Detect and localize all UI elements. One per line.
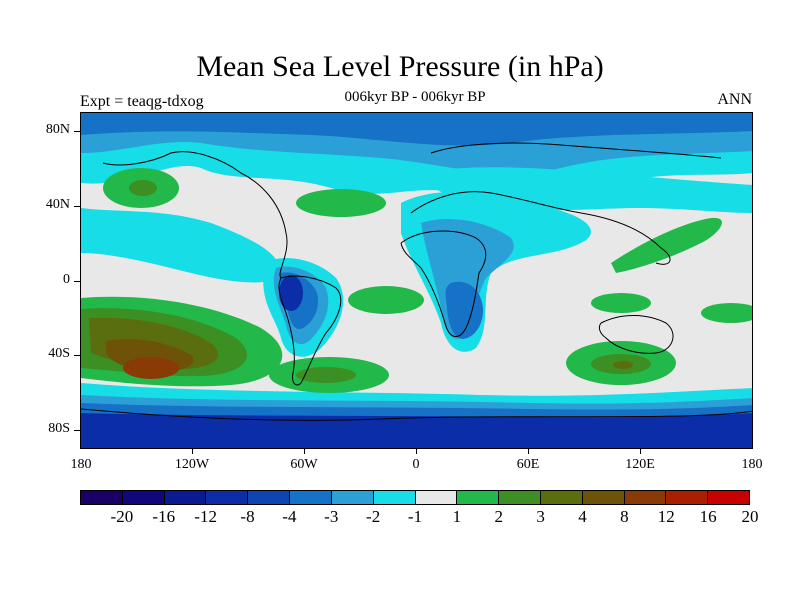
lon-label-0: 0	[412, 457, 420, 472]
south-america-core	[279, 275, 303, 311]
colorbar	[80, 490, 750, 505]
lon-label-120w: 120W	[174, 457, 210, 472]
south-indian-max	[613, 361, 633, 369]
lat-tick	[74, 355, 80, 356]
colorbar-swatch	[122, 491, 165, 504]
antarctic-core	[81, 413, 752, 448]
lat-tick	[74, 131, 80, 132]
north-atlantic-high	[296, 189, 386, 217]
colorbar-swatch	[331, 491, 374, 504]
eurasia-low	[421, 167, 752, 213]
experiment-label: Expt = teaqg-tdxog	[80, 93, 204, 110]
arctic-core	[81, 113, 752, 146]
colorbar-label: -2	[366, 507, 381, 526]
lon-label-180w: 180	[70, 457, 92, 472]
coastlines	[81, 142, 752, 421]
colorbar-swatch	[666, 491, 709, 504]
colorbar-swatch	[457, 491, 500, 504]
lon-tick	[416, 449, 417, 454]
colorbar-swatch	[624, 491, 667, 504]
south-atlantic-core	[296, 367, 356, 383]
colorbar-label: 1	[452, 507, 462, 526]
colorbar-label: -8	[240, 507, 255, 526]
australia-east-high	[701, 303, 752, 323]
colorbar-label: 20	[741, 507, 759, 526]
colorbar-label: 12	[657, 507, 675, 526]
lat-label-80s: 80S	[48, 421, 70, 436]
colorbar-swatch	[373, 491, 416, 504]
colorbar-swatch	[248, 491, 291, 504]
south-pacific-high-core	[123, 357, 179, 379]
lat-label-40n: 40N	[45, 197, 70, 212]
west-pacific-high	[611, 217, 722, 273]
lon-label-60e: 60E	[516, 457, 540, 472]
colorbar-label: 2	[494, 507, 504, 526]
lon-tick	[640, 449, 641, 454]
colorbar-label: -4	[282, 507, 297, 526]
colorbar-label: 8	[620, 507, 629, 526]
colorbar-label: 4	[578, 507, 587, 526]
colorbar-label: 16	[699, 507, 717, 526]
chart-title: Mean Sea Level Pressure (in hPa)	[196, 50, 604, 83]
lon-label-120e: 120E	[625, 457, 655, 472]
colorbar-swatch	[499, 491, 541, 504]
colorbar-swatch	[415, 491, 458, 504]
north-pacific-core	[129, 180, 157, 196]
lon-tick	[192, 449, 193, 454]
colorbar-swatch	[290, 491, 332, 504]
lon-label-60w: 60W	[290, 457, 318, 472]
indonesia-high	[591, 293, 651, 313]
pressure-map	[80, 112, 753, 449]
lon-tick	[304, 449, 305, 454]
colorbar-swatch	[540, 491, 583, 504]
colorbar-swatch	[582, 491, 625, 504]
colorbar-swatch	[708, 491, 749, 504]
lon-tick	[528, 449, 529, 454]
lat-label-40s: 40S	[48, 346, 70, 361]
colorbar-label: -3	[324, 507, 339, 526]
colorbar-swatch	[206, 491, 249, 504]
colorbar-swatch	[164, 491, 207, 504]
season-label: ANN	[717, 91, 752, 108]
chart-subtitle: 006kyr BP - 006kyr BP	[344, 89, 486, 105]
contour-field	[81, 113, 752, 448]
lat-label-80n: 80N	[45, 122, 70, 137]
southern-africa-low	[445, 281, 484, 339]
lon-label-180e: 180	[741, 457, 763, 472]
east-pacific-negative	[81, 208, 281, 283]
colorbar-label: -12	[194, 507, 217, 526]
africa-low-2	[421, 218, 514, 339]
colorbar-swatch	[81, 491, 123, 504]
lat-label-eq: 0	[63, 272, 70, 287]
lat-tick	[74, 430, 80, 431]
tropical-atlantic-high	[348, 286, 424, 314]
lat-tick	[74, 206, 80, 207]
colorbar-label: -1	[407, 507, 423, 526]
lat-tick	[74, 281, 80, 282]
colorbar-label: -20	[110, 507, 134, 526]
colorbar-label: -16	[152, 507, 176, 526]
colorbar-label: 3	[536, 507, 545, 526]
